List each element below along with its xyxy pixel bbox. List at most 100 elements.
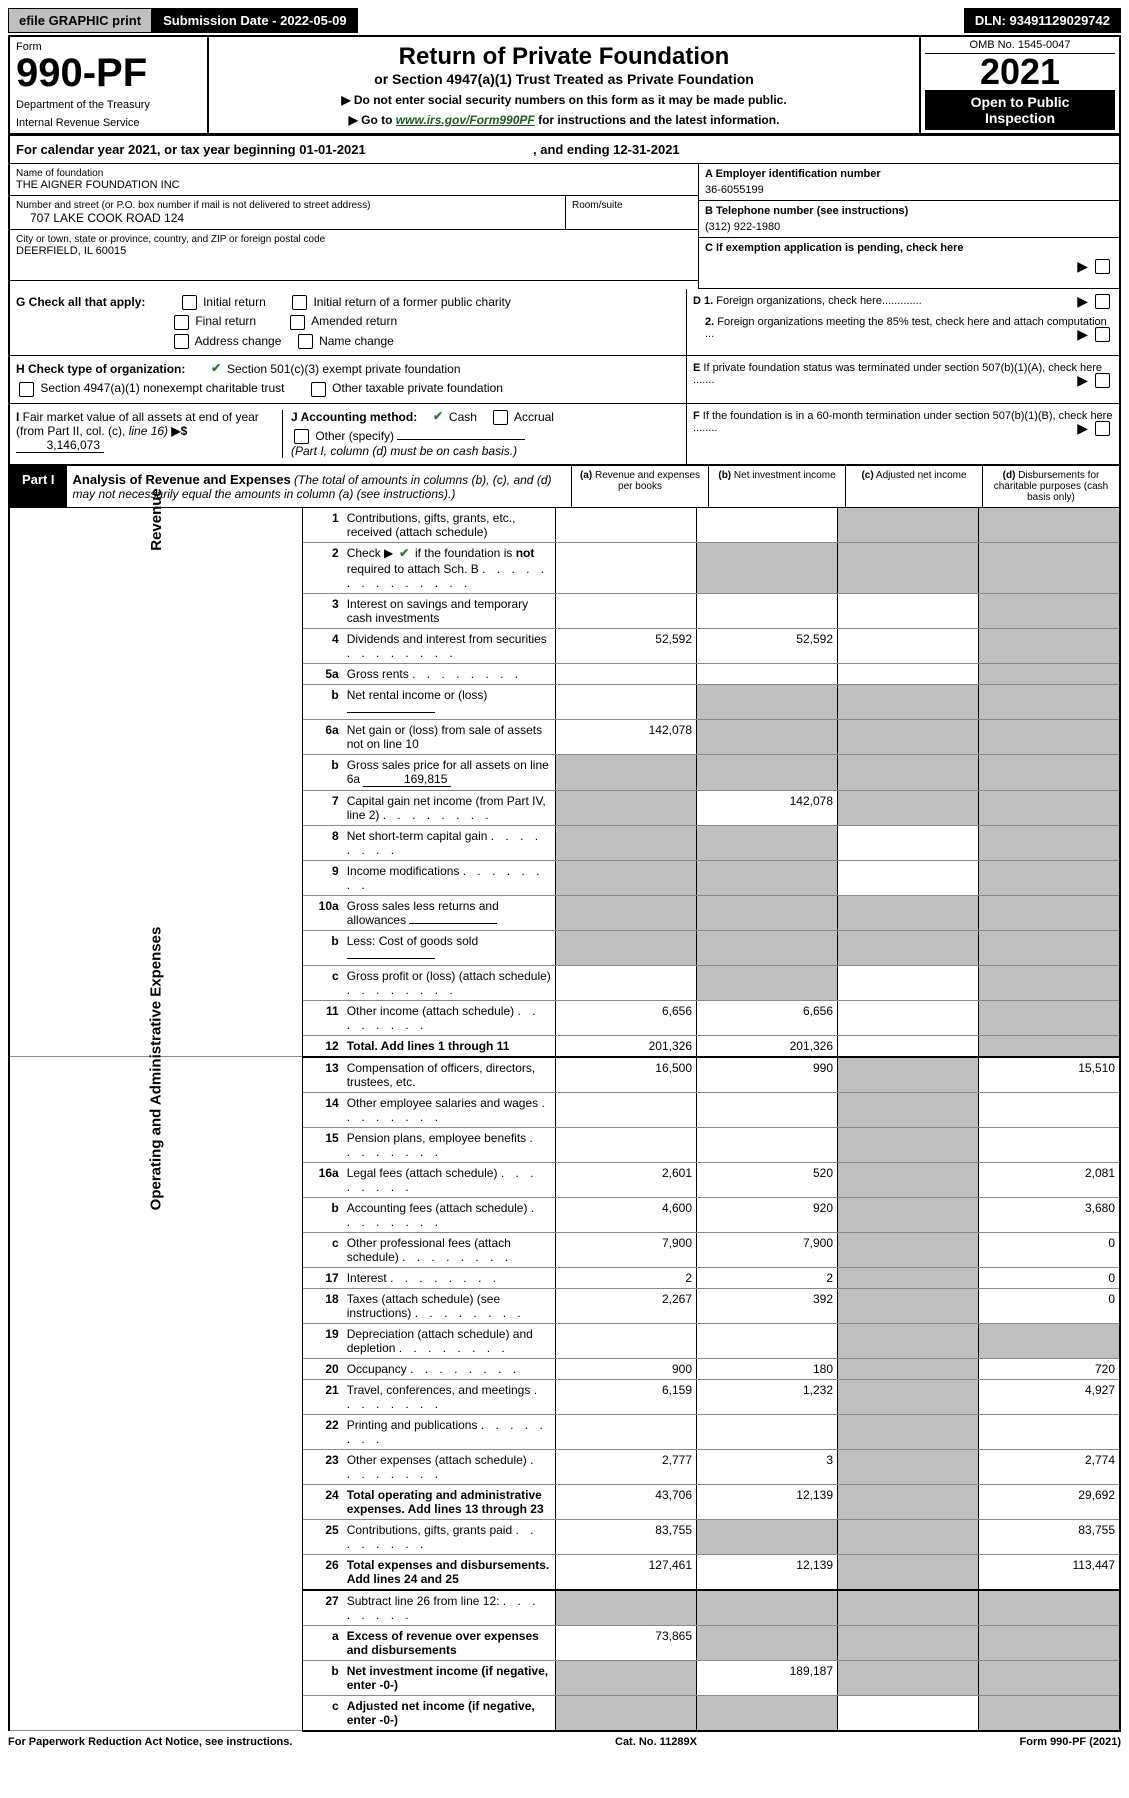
cal-end: 12-31-2021 bbox=[613, 142, 680, 157]
efile-print-button[interactable]: efile GRAPHIC print bbox=[8, 8, 152, 33]
g-address-change-checkbox[interactable] bbox=[174, 334, 189, 349]
line-number: b bbox=[302, 1660, 343, 1695]
value-col-c bbox=[838, 1660, 979, 1695]
value-col-c bbox=[838, 1590, 979, 1626]
value-col-b: 52,592 bbox=[697, 628, 838, 663]
tax-year: 2021 bbox=[925, 54, 1115, 90]
value-col-d bbox=[979, 508, 1121, 543]
value-col-a: 6,656 bbox=[556, 1000, 697, 1035]
line-description: Contributions, gifts, grants paid . . . … bbox=[343, 1519, 556, 1554]
line-number: 27 bbox=[302, 1590, 343, 1626]
value-col-b bbox=[697, 860, 838, 895]
value-col-a: 2,777 bbox=[556, 1449, 697, 1484]
arrow-icon: ▶ bbox=[1077, 420, 1088, 437]
line-number: 7 bbox=[302, 790, 343, 825]
value-col-c bbox=[838, 825, 979, 860]
line-description: Other expenses (attach schedule) . . . .… bbox=[343, 1449, 556, 1484]
open-to-public-badge: Open to Public Inspection bbox=[925, 90, 1115, 130]
value-col-d: 0 bbox=[979, 1288, 1121, 1323]
line-description: Contributions, gifts, grants, etc., rece… bbox=[343, 508, 556, 543]
line-description: Taxes (attach schedule) (see instruction… bbox=[343, 1288, 556, 1323]
line-number: 23 bbox=[302, 1449, 343, 1484]
value-col-d bbox=[979, 1625, 1121, 1660]
value-col-d bbox=[979, 543, 1121, 593]
line-number: 26 bbox=[302, 1554, 343, 1590]
value-col-b bbox=[697, 1625, 838, 1660]
form-instruction-2: ▶ Go to www.irs.gov/Form990PF for instru… bbox=[215, 113, 913, 127]
g-initial-former-checkbox[interactable] bbox=[292, 295, 307, 310]
f-checkbox[interactable] bbox=[1095, 421, 1110, 436]
h-opt-2: Section 4947(a)(1) nonexempt charitable … bbox=[40, 381, 284, 395]
value-col-d: 2,774 bbox=[979, 1449, 1121, 1484]
line-number: 3 bbox=[302, 593, 343, 628]
g-name-change-checkbox[interactable] bbox=[298, 334, 313, 349]
h-501c3-checkbox[interactable]: ✔ bbox=[209, 362, 224, 377]
form-instruction-1: ▶ Do not enter social security numbers o… bbox=[215, 93, 913, 107]
value-col-a bbox=[556, 1414, 697, 1449]
line-description: Pension plans, employee benefits . . . .… bbox=[343, 1127, 556, 1162]
value-col-d bbox=[979, 965, 1121, 1000]
part1-header: Part I Analysis of Revenue and Expenses … bbox=[8, 466, 1121, 508]
value-col-d bbox=[979, 663, 1121, 684]
line-number: 2 bbox=[302, 543, 343, 593]
line-number: c bbox=[302, 1695, 343, 1731]
j-cash-checkbox[interactable]: ✔ bbox=[431, 410, 446, 425]
j-accrual-checkbox[interactable] bbox=[493, 410, 508, 425]
topbar: efile GRAPHIC print Submission Date - 20… bbox=[8, 8, 1121, 33]
submission-date-badge: Submission Date - 2022-05-09 bbox=[152, 8, 358, 33]
line-description: Travel, conferences, and meetings . . . … bbox=[343, 1379, 556, 1414]
h-4947-checkbox[interactable] bbox=[19, 382, 34, 397]
value-col-c bbox=[838, 1414, 979, 1449]
h-other-taxable-checkbox[interactable] bbox=[311, 382, 326, 397]
g-initial-return-checkbox[interactable] bbox=[182, 295, 197, 310]
e-checkbox[interactable] bbox=[1095, 373, 1110, 388]
f-check-area: F If the foundation is in a 60-month ter… bbox=[686, 404, 1119, 465]
ein-value: 36-6055199 bbox=[705, 184, 1113, 196]
g-amended-checkbox[interactable] bbox=[290, 315, 305, 330]
open-pub-2: Inspection bbox=[927, 110, 1113, 126]
value-col-c bbox=[838, 1358, 979, 1379]
exemption-checkbox[interactable] bbox=[1095, 259, 1110, 274]
value-col-a bbox=[556, 895, 697, 930]
value-col-b bbox=[697, 930, 838, 965]
value-col-d bbox=[979, 1414, 1121, 1449]
value-col-d bbox=[979, 930, 1121, 965]
value-col-b: 1,232 bbox=[697, 1379, 838, 1414]
value-col-a bbox=[556, 754, 697, 790]
line-number: 1 bbox=[302, 508, 343, 543]
line-number: 21 bbox=[302, 1379, 343, 1414]
g-opt-3: Amended return bbox=[311, 314, 397, 328]
footer-cat-no: Cat. No. 11289X bbox=[292, 1736, 1019, 1748]
value-col-a: 142,078 bbox=[556, 719, 697, 754]
info-grid: Name of foundation THE AIGNER FOUNDATION… bbox=[8, 164, 1121, 289]
dept-irs: Internal Revenue Service bbox=[16, 117, 201, 129]
value-col-c bbox=[838, 684, 979, 719]
value-col-c bbox=[838, 895, 979, 930]
h-opt-3: Other taxable private foundation bbox=[332, 381, 503, 395]
value-col-c bbox=[838, 628, 979, 663]
line-number: b bbox=[302, 930, 343, 965]
line-number: 9 bbox=[302, 860, 343, 895]
value-col-d: 2,081 bbox=[979, 1162, 1121, 1197]
line-description: Total operating and administrative expen… bbox=[343, 1484, 556, 1519]
value-col-d: 15,510 bbox=[979, 1057, 1121, 1093]
value-col-b bbox=[697, 1323, 838, 1358]
value-col-a: 900 bbox=[556, 1358, 697, 1379]
value-col-b bbox=[697, 825, 838, 860]
line-description: Compensation of officers, directors, tru… bbox=[343, 1057, 556, 1093]
col-a-header: (a) Revenue and expenses per books bbox=[571, 466, 708, 507]
city-value: DEERFIELD, IL 60015 bbox=[16, 245, 692, 257]
instr2-prefix: ▶ Go to bbox=[349, 113, 396, 127]
form990pf-link[interactable]: www.irs.gov/Form990PF bbox=[396, 113, 535, 127]
section-h-e: H Check type of organization: ✔ Section … bbox=[8, 356, 1121, 404]
g-final-return-checkbox[interactable] bbox=[174, 315, 189, 330]
h-opt-1: Section 501(c)(3) exempt private foundat… bbox=[227, 362, 460, 376]
d1-checkbox[interactable] bbox=[1095, 294, 1110, 309]
j-other-checkbox[interactable] bbox=[294, 429, 309, 444]
value-col-b: 7,900 bbox=[697, 1232, 838, 1267]
line-number: b bbox=[302, 754, 343, 790]
value-col-b bbox=[697, 543, 838, 593]
value-col-c bbox=[838, 1092, 979, 1127]
d2-checkbox[interactable] bbox=[1095, 327, 1110, 342]
value-col-c bbox=[838, 543, 979, 593]
